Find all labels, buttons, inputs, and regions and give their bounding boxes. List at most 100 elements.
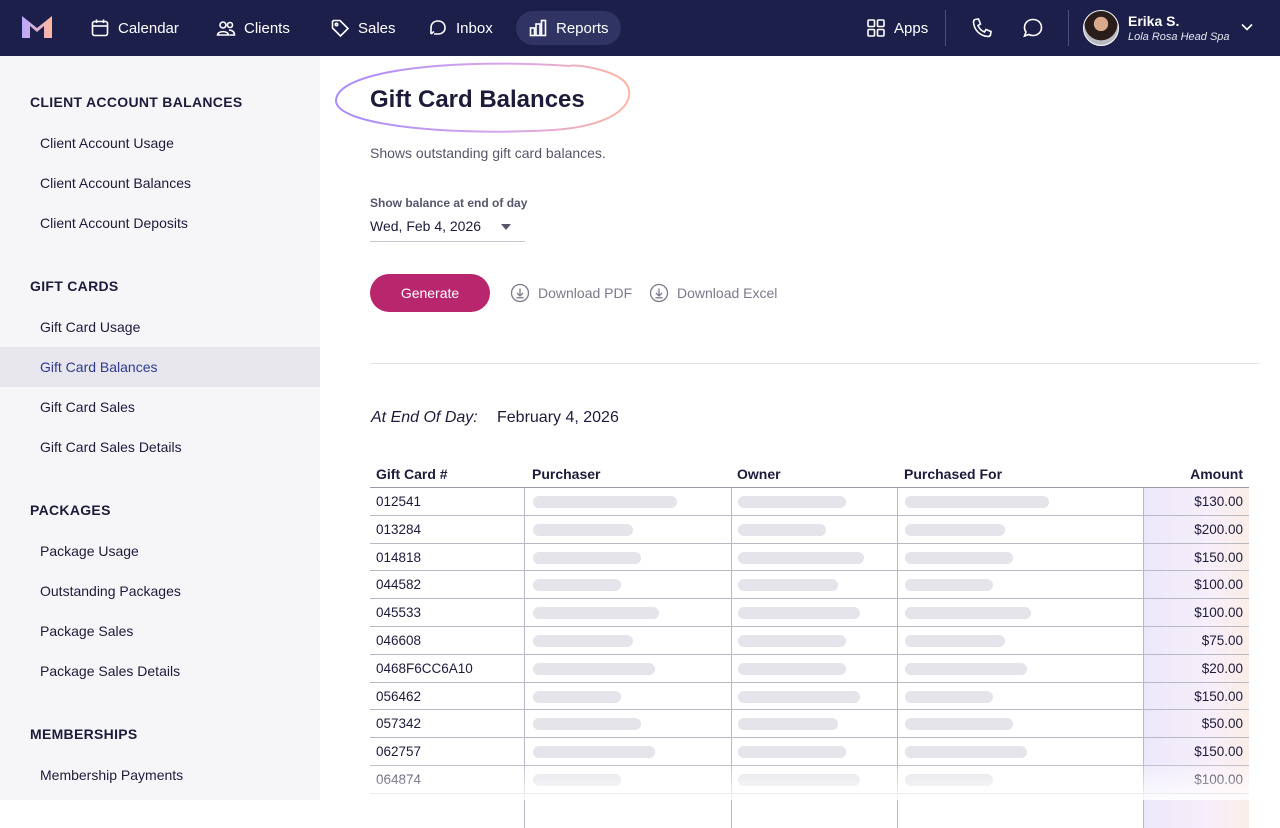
title-highlight-ring bbox=[334, 62, 631, 133]
nav-inbox[interactable]: Inbox bbox=[416, 11, 505, 45]
sidebar-item-client-account-deposits[interactable]: Client Account Deposits bbox=[40, 215, 188, 231]
redacted-cell bbox=[905, 662, 1027, 675]
user-menu-toggle[interactable] bbox=[1240, 20, 1254, 34]
redacted-cell bbox=[905, 579, 993, 592]
apps-grid-icon bbox=[867, 19, 885, 37]
gift-card-balances-table: Gift Card # Purchaser Owner Purchased Fo… bbox=[370, 460, 1249, 828]
tag-icon bbox=[331, 19, 350, 38]
brand-logo-icon[interactable] bbox=[22, 16, 52, 38]
redacted-cell bbox=[533, 662, 655, 675]
gift-card-number-cell: 045533 bbox=[376, 605, 422, 621]
nav-divider-2 bbox=[1068, 10, 1069, 46]
sidebar-item-client-account-usage[interactable]: Client Account Usage bbox=[40, 135, 174, 151]
table-row[interactable]: 046608 $75.00 bbox=[370, 627, 1249, 655]
sidebar-heading-memberships: MEMBERSHIPS bbox=[30, 726, 138, 742]
column-divider bbox=[897, 488, 898, 828]
table-body: 012541 $130.00 013284 $200.00 014818 $150.00 0… bbox=[370, 488, 1249, 794]
sidebar-item-gift-card-sales[interactable]: Gift Card Sales bbox=[40, 399, 135, 415]
nav-sales[interactable]: Sales bbox=[318, 11, 408, 45]
redacted-cell bbox=[738, 634, 846, 647]
gift-card-number-cell: 012541 bbox=[376, 494, 422, 509]
table-row[interactable]: 012541 $130.00 bbox=[370, 488, 1249, 516]
nav-divider bbox=[945, 10, 946, 46]
column-divider bbox=[524, 488, 525, 828]
sidebar-item-outstanding-packages[interactable]: Outstanding Packages bbox=[40, 583, 181, 599]
redacted-cell bbox=[905, 634, 1005, 647]
sidebar-heading-packages: PACKAGES bbox=[30, 502, 111, 518]
redacted-cell bbox=[533, 746, 655, 759]
redacted-cell bbox=[905, 496, 1049, 508]
table-row[interactable]: 013284 $200.00 bbox=[370, 516, 1249, 544]
redacted-cell bbox=[905, 551, 1013, 564]
generate-button[interactable]: Generate bbox=[370, 274, 490, 312]
page-title: Gift Card Balances bbox=[370, 86, 585, 113]
sidebar-item-membership-payments[interactable]: Membership Payments bbox=[40, 767, 184, 783]
table-row[interactable]: 056462 $150.00 bbox=[370, 683, 1249, 711]
end-of-day-label: At End Of Day: bbox=[371, 409, 478, 426]
chevron-down-icon bbox=[1241, 23, 1253, 31]
table-header-row: Gift Card # Purchaser Owner Purchased Fo… bbox=[370, 460, 1249, 488]
chat-button[interactable] bbox=[1021, 16, 1045, 40]
redacted-cell bbox=[533, 551, 641, 564]
download-excel-label: Download Excel bbox=[677, 285, 778, 301]
nav-sales-label: Sales bbox=[358, 19, 396, 37]
amount-cell: $75.00 bbox=[1201, 632, 1243, 648]
bar-chart-icon bbox=[529, 19, 547, 37]
amount-cell: $200.00 bbox=[1194, 521, 1243, 537]
nav-clients[interactable]: Clients bbox=[204, 11, 302, 45]
nav-inbox-label: Inbox bbox=[456, 19, 493, 37]
sidebar-heading-gift-cards: GIFT CARDS bbox=[30, 278, 119, 294]
nav-calendar-label: Calendar bbox=[118, 19, 179, 37]
redacted-cell bbox=[905, 607, 1031, 620]
date-field-label: Show balance at end of day bbox=[370, 196, 528, 210]
download-excel-link[interactable]: Download Excel bbox=[649, 283, 777, 303]
phone-button[interactable] bbox=[970, 16, 994, 40]
reports-sidebar: CLIENT ACCOUNT BALANCES Client Account U… bbox=[0, 56, 320, 800]
sidebar-item-gift-card-usage[interactable]: Gift Card Usage bbox=[40, 319, 141, 335]
redacted-cell bbox=[533, 690, 621, 703]
report-main-content: Gift Card Balances Shows outstanding gif… bbox=[320, 56, 1280, 828]
amount-cell: $100.00 bbox=[1194, 577, 1243, 593]
redacted-cell bbox=[905, 746, 1027, 759]
sidebar-item-gift-card-sales-details[interactable]: Gift Card Sales Details bbox=[40, 439, 182, 455]
table-row[interactable]: 0468F6CC6A10 $20.00 bbox=[370, 655, 1249, 683]
gift-card-number-cell: 0468F6CC6A10 bbox=[376, 660, 473, 676]
sidebar-item-package-sales[interactable]: Package Sales bbox=[40, 623, 134, 639]
column-divider bbox=[731, 488, 732, 828]
nav-apps-label: Apps bbox=[894, 19, 929, 37]
table-row[interactable]: 045533 $100.00 bbox=[370, 599, 1249, 627]
nav-apps[interactable]: Apps bbox=[854, 11, 940, 45]
end-of-day-date-select[interactable]: Wed, Feb 4, 2026 bbox=[370, 216, 525, 242]
table-row[interactable]: 062757 $150.00 bbox=[370, 738, 1249, 766]
download-icon bbox=[510, 283, 530, 303]
redacted-cell bbox=[738, 718, 838, 731]
amount-cell: $150.00 bbox=[1194, 744, 1243, 760]
redacted-cell bbox=[533, 579, 621, 592]
user-name[interactable]: Erika S. bbox=[1128, 13, 1180, 29]
gift-card-number-cell: 014818 bbox=[376, 549, 422, 565]
chat-bubble-icon bbox=[1023, 18, 1043, 38]
nav-reports[interactable]: Reports bbox=[516, 11, 621, 45]
table-row[interactable]: 014818 $150.00 bbox=[370, 544, 1249, 572]
users-icon bbox=[216, 21, 236, 36]
nav-calendar[interactable]: Calendar bbox=[78, 11, 191, 45]
redacted-cell bbox=[738, 746, 846, 759]
header-purchaser: Purchaser bbox=[532, 466, 601, 482]
download-icon bbox=[649, 283, 669, 303]
table-row[interactable]: 057342 $50.00 bbox=[370, 710, 1249, 739]
amount-cell: $150.00 bbox=[1194, 549, 1243, 565]
sidebar-item-package-usage[interactable]: Package Usage bbox=[40, 543, 139, 559]
download-pdf-link[interactable]: Download PDF bbox=[510, 283, 632, 303]
sidebar-item-gift-card-balances[interactable]: Gift Card Balances bbox=[0, 347, 320, 387]
redacted-cell bbox=[738, 579, 838, 592]
sidebar-item-client-account-balances[interactable]: Client Account Balances bbox=[40, 175, 191, 191]
gift-card-number-cell: 062757 bbox=[376, 744, 422, 760]
redacted-cell bbox=[905, 690, 993, 703]
amount-cell: $130.00 bbox=[1194, 494, 1243, 509]
caret-down-icon bbox=[501, 224, 511, 230]
table-row[interactable]: 044582 $100.00 bbox=[370, 571, 1249, 600]
sidebar-item-package-sales-details[interactable]: Package Sales Details bbox=[40, 663, 181, 679]
user-avatar[interactable] bbox=[1083, 10, 1119, 46]
page-subtitle: Shows outstanding gift card balances. bbox=[370, 145, 606, 161]
redacted-cell bbox=[905, 718, 1013, 731]
